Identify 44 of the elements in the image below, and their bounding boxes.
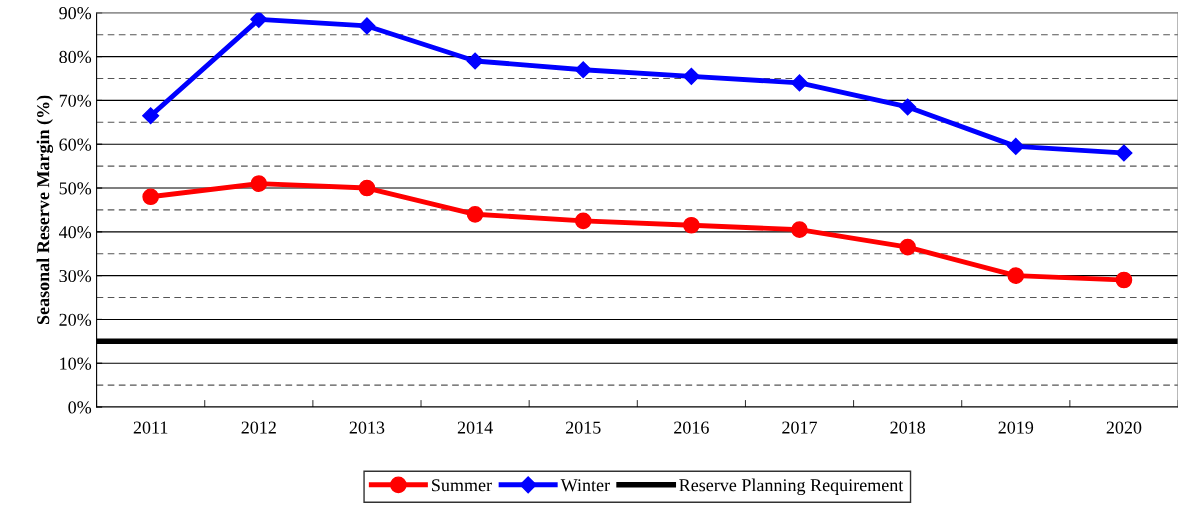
point	[899, 98, 917, 116]
y-tick-label: 10%	[60, 357, 92, 370]
y-tick-label: 60%	[59, 138, 92, 151]
point	[574, 61, 592, 79]
point	[683, 216, 700, 234]
x-tick-label: 2015	[565, 421, 601, 434]
y-tick-label: 0%	[68, 401, 92, 414]
y-tick-label: 20%	[59, 313, 92, 326]
y-tick-label: 40%	[58, 226, 92, 239]
x-tick-label: 2014	[457, 421, 493, 434]
y-tick-label: 30%	[59, 269, 92, 283]
point	[466, 205, 484, 223]
y-axis-title: Seasonal Reserve Margin (%)	[36, 95, 54, 325]
x-tick-label: 2016	[674, 421, 709, 434]
point	[466, 52, 484, 70]
point	[358, 17, 376, 35]
legend-label: Reserve Planning Requirement	[679, 478, 904, 496]
point	[250, 175, 268, 192]
point	[899, 238, 916, 256]
x-tick-label: 2019	[998, 421, 1034, 434]
point	[142, 188, 160, 206]
point	[790, 74, 809, 92]
point	[250, 12, 268, 28]
x-tick-label: 2018	[890, 421, 926, 434]
x-tick-label: 2013	[349, 421, 385, 434]
point	[574, 212, 592, 230]
x-tick-label: 2017	[782, 421, 818, 434]
point	[791, 221, 808, 238]
point	[1115, 144, 1133, 162]
point	[358, 179, 376, 197]
legend-label: Winter	[560, 479, 610, 492]
y-tick-label: 50%	[59, 182, 92, 195]
point	[142, 107, 160, 125]
legend-label: Summer	[432, 479, 492, 492]
point	[1115, 271, 1133, 289]
y-tick-label: 90%	[59, 7, 92, 20]
x-tick-label: 2020	[1106, 421, 1142, 434]
x-tick-label: 2012	[241, 421, 276, 434]
y-tick-label: 80%	[59, 50, 92, 64]
point	[1007, 137, 1025, 155]
x-tick-label: 2011	[133, 421, 168, 434]
y-tick-label: 70%	[59, 94, 92, 107]
point	[682, 67, 700, 85]
point	[1007, 267, 1025, 284]
